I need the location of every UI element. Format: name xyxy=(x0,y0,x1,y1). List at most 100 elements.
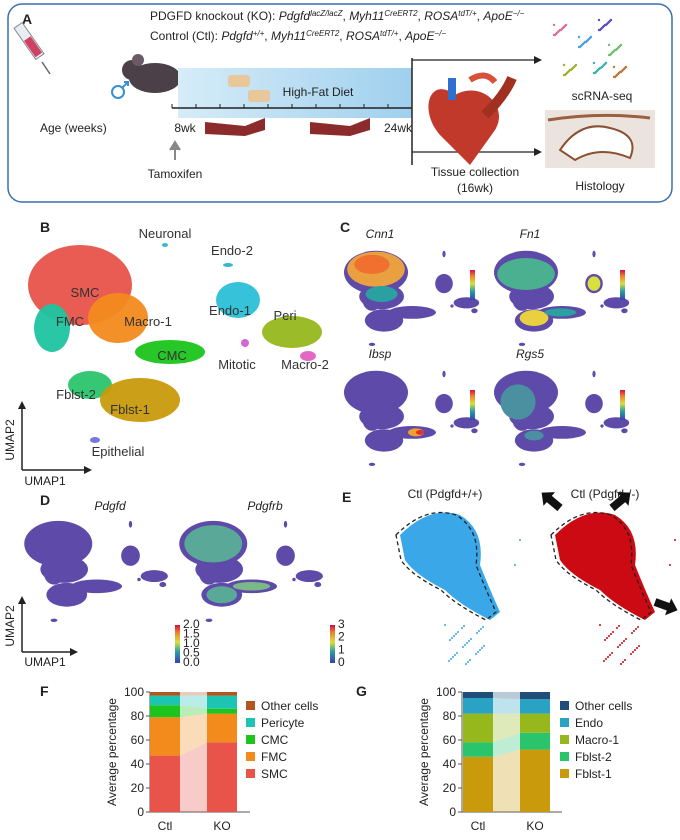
scrna-label: scRNA-seq xyxy=(572,89,633,103)
illustration xyxy=(456,652,458,654)
legend-swatch xyxy=(560,701,569,710)
illustration xyxy=(365,286,398,302)
illustration xyxy=(46,582,88,607)
legend-label: SMC xyxy=(261,767,288,781)
illustration xyxy=(175,625,180,663)
illustration xyxy=(128,520,133,528)
illustration xyxy=(292,577,296,582)
illustration xyxy=(478,630,480,632)
start-age: 8wk xyxy=(174,121,196,135)
illustration xyxy=(464,644,466,646)
connector-band xyxy=(493,692,520,700)
illustration xyxy=(608,635,610,637)
x-tick-label: Ctl xyxy=(471,819,486,833)
illustration xyxy=(468,72,498,85)
panel-letter: D xyxy=(40,492,50,508)
axis-label: UMAP2 xyxy=(3,419,17,461)
group-label: Ctl (Pdgfd+/+) xyxy=(408,487,483,501)
illustration xyxy=(600,424,604,428)
legend-label: Fblst-2 xyxy=(575,750,612,764)
illustration xyxy=(330,625,335,663)
gene-label: Rgs5 xyxy=(516,347,544,361)
bar-segment xyxy=(520,749,550,812)
illustration xyxy=(616,627,618,629)
illustration xyxy=(633,630,635,632)
cluster-label: Fblst-2 xyxy=(56,387,96,402)
genotype-part: , xyxy=(477,9,484,23)
illustration xyxy=(612,631,614,633)
illustration xyxy=(471,308,478,314)
x-tick-label: KO xyxy=(526,819,543,833)
illustration xyxy=(597,18,601,22)
genotype-part: ApoE xyxy=(482,9,513,23)
bar-segment xyxy=(207,713,237,743)
scale-label: 0.0 xyxy=(183,655,200,669)
illustration xyxy=(444,624,446,626)
illustration xyxy=(519,539,521,541)
illustration xyxy=(497,258,555,290)
illustration xyxy=(621,428,628,434)
genotype-part: PDGFD knockout (KO): xyxy=(150,9,279,23)
illustration xyxy=(577,35,581,39)
axis-label: UMAP1 xyxy=(24,474,66,488)
illustration xyxy=(477,651,479,653)
illustration xyxy=(613,48,617,52)
legend-label: FMC xyxy=(261,750,287,764)
illustration xyxy=(454,654,456,656)
connector-band xyxy=(493,749,520,812)
illustration xyxy=(592,61,596,65)
illustration xyxy=(470,270,475,300)
scale-label: 1 xyxy=(338,642,345,656)
illustration xyxy=(562,63,566,67)
illustration xyxy=(449,639,451,641)
legend-label: CMC xyxy=(261,733,289,747)
illustration xyxy=(100,378,180,422)
illustration xyxy=(465,663,467,665)
y-tick-label: 100 xyxy=(436,685,456,699)
illustration xyxy=(111,85,125,99)
illustration xyxy=(452,656,454,658)
legend-swatch xyxy=(560,718,569,727)
diet-label: High-Fat Diet xyxy=(283,85,354,99)
illustration xyxy=(435,274,453,294)
genotype-part: , xyxy=(264,29,271,43)
illustration xyxy=(609,18,613,22)
illustration xyxy=(362,408,382,431)
legend-swatch xyxy=(246,752,255,761)
genotype-line: PDGFD knockout (KO): PdgfdlacZ/lacZ, Myh… xyxy=(150,9,525,24)
bar-segment xyxy=(520,713,550,733)
legend-swatch xyxy=(560,752,569,761)
cluster-label: CMC xyxy=(157,348,187,363)
illustration xyxy=(476,632,478,634)
illustration xyxy=(132,54,144,66)
genotype-part: Pdgfd xyxy=(221,29,253,43)
illustration xyxy=(611,652,613,654)
illustration xyxy=(609,492,631,512)
illustration xyxy=(622,661,624,663)
bar-segment xyxy=(207,708,237,714)
illustration xyxy=(518,462,526,466)
illustration xyxy=(41,61,51,75)
illustration xyxy=(471,428,478,434)
illustration xyxy=(453,635,455,637)
illustration xyxy=(18,401,92,474)
illustration xyxy=(448,660,450,662)
illustration xyxy=(364,309,404,332)
illustration xyxy=(24,36,43,58)
illustration xyxy=(514,564,516,566)
illustration xyxy=(564,23,568,27)
genotype-line: Control (Ctl): Pdgfd+/+, Myh11CreERT2, R… xyxy=(150,29,446,44)
legend-swatch xyxy=(246,701,255,710)
illustration xyxy=(178,68,412,118)
illustration xyxy=(300,351,316,361)
cluster-label: Fblst-1 xyxy=(110,402,150,417)
cluster-label: SMC xyxy=(71,285,100,300)
illustration xyxy=(592,250,596,258)
connector-band xyxy=(180,705,207,718)
illustration xyxy=(18,596,78,656)
illustration xyxy=(223,263,233,267)
connector-band xyxy=(493,732,520,757)
illustration xyxy=(555,512,655,620)
illustration xyxy=(597,28,601,32)
legend-swatch xyxy=(246,769,255,778)
